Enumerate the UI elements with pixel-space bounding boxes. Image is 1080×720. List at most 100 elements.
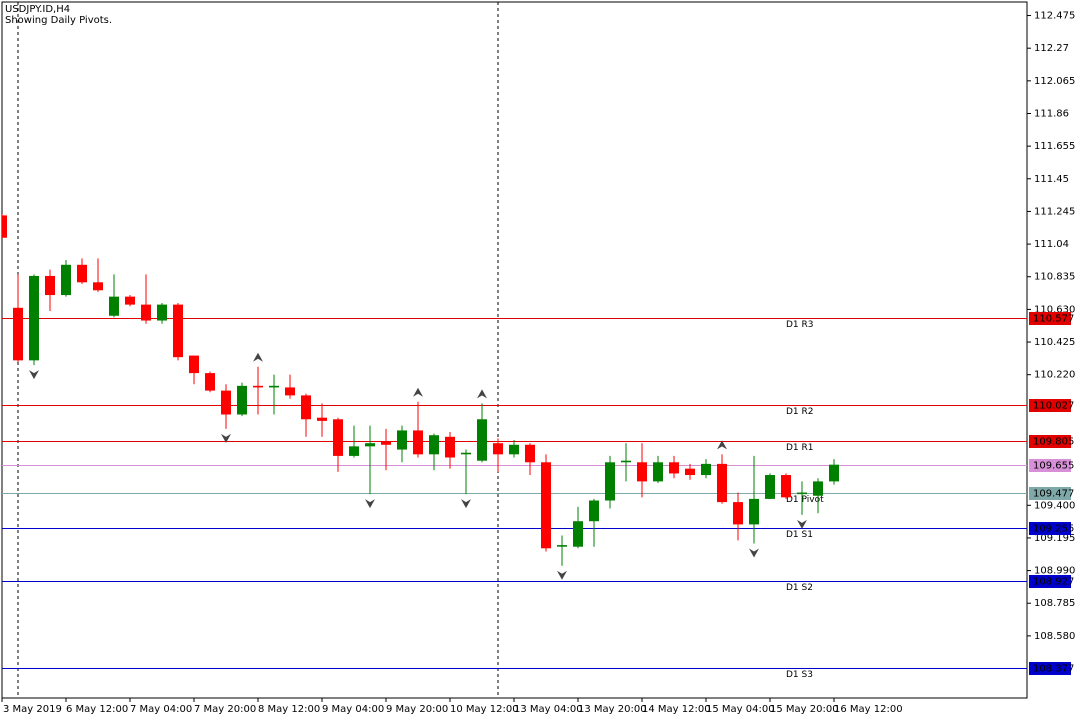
pivot-levels: D1 R3 D1 R2 D1 R1 D1 Pivot D1 S1 D1 S2 D1 S3 bbox=[2, 318, 1027, 680]
candle-body bbox=[445, 436, 455, 458]
pivot-name: D1 S1 bbox=[786, 530, 813, 540]
fractal-up bbox=[717, 440, 727, 450]
price-tag bbox=[1029, 522, 1071, 535]
candle-body bbox=[141, 304, 151, 321]
candle-body bbox=[621, 460, 631, 463]
fractal-down bbox=[461, 499, 471, 509]
price-tag bbox=[1029, 435, 1071, 448]
pivot-name: D1 S3 bbox=[786, 670, 813, 680]
y-tick-label: 112.065 bbox=[1034, 76, 1075, 87]
fractal-down bbox=[557, 570, 567, 580]
bid-tag bbox=[1029, 459, 1071, 472]
candle-body bbox=[525, 444, 535, 463]
candle-body bbox=[333, 419, 343, 456]
candle-body bbox=[653, 462, 663, 482]
candles bbox=[2, 213, 839, 580]
x-tick-label: 15 May 20:00 bbox=[770, 704, 839, 715]
candle-body bbox=[637, 462, 647, 482]
candle-body bbox=[237, 385, 247, 415]
x-tick-label: 15 May 04:00 bbox=[706, 704, 775, 715]
price-tag bbox=[1029, 487, 1071, 500]
y-tick-label: 111.45 bbox=[1034, 174, 1069, 185]
candle-body bbox=[189, 355, 199, 374]
candle-body bbox=[29, 275, 39, 361]
y-tick-label: 110.630 bbox=[1034, 304, 1075, 315]
candle-body bbox=[253, 385, 263, 388]
candle-body bbox=[125, 296, 135, 305]
candle-body bbox=[157, 304, 167, 321]
candle-body bbox=[509, 444, 519, 455]
candle-body bbox=[45, 275, 55, 296]
price-tag-label: 109.255 bbox=[1033, 524, 1074, 535]
price-tag bbox=[1029, 312, 1071, 325]
x-tick-label: 13 May 04:00 bbox=[514, 704, 583, 715]
candle-body bbox=[429, 435, 439, 455]
price-tag bbox=[1029, 399, 1071, 412]
candle-body bbox=[797, 492, 807, 495]
fractal-down bbox=[221, 433, 231, 443]
y-tick-label: 108.580 bbox=[1034, 631, 1075, 642]
candle-body bbox=[317, 417, 327, 421]
candle-body bbox=[349, 446, 359, 456]
y-tick-label: 111.04 bbox=[1034, 239, 1069, 250]
candle-body bbox=[589, 500, 599, 522]
x-tick-label: 3 May 2019 bbox=[3, 704, 62, 715]
candle-body bbox=[717, 463, 727, 503]
y-tick-label: 108.785 bbox=[1034, 598, 1075, 609]
bid-tag-label: 109.655 bbox=[1033, 461, 1074, 472]
candle-body bbox=[605, 462, 615, 501]
candle-body bbox=[221, 390, 231, 415]
fractal-down bbox=[749, 548, 759, 558]
y-tick-label: 112.27 bbox=[1034, 43, 1069, 54]
y-tick-label: 111.655 bbox=[1034, 141, 1075, 152]
x-tick-label: 6 May 12:00 bbox=[66, 704, 128, 715]
chart-subtitle: Showing Daily Pivots. bbox=[5, 15, 112, 26]
price-tag-label: 109.805 bbox=[1033, 437, 1074, 448]
price-tag bbox=[1029, 662, 1071, 675]
pivot-name: D1 Pivot bbox=[786, 495, 824, 505]
y-tick-label: 108.990 bbox=[1034, 566, 1075, 577]
candle-body bbox=[749, 498, 759, 525]
candle-body bbox=[365, 443, 375, 447]
x-tick-label: 7 May 04:00 bbox=[130, 704, 192, 715]
x-tick-label: 9 May 20:00 bbox=[386, 704, 448, 715]
chart-title: USDJPY.ID,H4 bbox=[5, 4, 70, 15]
axes: 112.475 112.27 112.065 111.86 111.655 111.45 1… bbox=[1, 11, 1075, 715]
y-tick-label: 110.425 bbox=[1034, 337, 1075, 348]
y-tick-label: 112.475 bbox=[1034, 11, 1075, 22]
candle-body bbox=[701, 463, 711, 476]
candle-body bbox=[557, 545, 567, 547]
candle-body bbox=[269, 385, 279, 388]
pivot-name: D1 S2 bbox=[786, 583, 813, 593]
candle-body bbox=[301, 395, 311, 420]
candle-body bbox=[493, 443, 503, 455]
candle-body bbox=[173, 304, 183, 358]
candle-body bbox=[541, 462, 551, 549]
price-tag-label: 108.927 bbox=[1033, 577, 1074, 588]
candle-body bbox=[13, 307, 23, 361]
price-tag-label: 110.577 bbox=[1033, 314, 1074, 325]
x-tick-label: 8 May 12:00 bbox=[258, 704, 320, 715]
price-tag bbox=[1029, 575, 1071, 588]
candle-body bbox=[61, 264, 71, 296]
price-tag-label: 109.477 bbox=[1033, 489, 1074, 500]
pivot-name: D1 R1 bbox=[786, 443, 814, 453]
x-tick-label: 16 May 12:00 bbox=[834, 704, 903, 715]
x-tick-label: 13 May 20:00 bbox=[578, 704, 647, 715]
y-tick-label: 110.220 bbox=[1034, 370, 1075, 381]
y-tick-label: 111.245 bbox=[1034, 206, 1075, 217]
x-tick-label: 7 May 20:00 bbox=[194, 704, 256, 715]
candle-body bbox=[461, 452, 471, 455]
pivot-name: D1 R2 bbox=[786, 407, 814, 417]
y-tick-label: 109.195 bbox=[1034, 533, 1075, 544]
y-tick-label: 109.400 bbox=[1034, 500, 1075, 511]
fractal-up bbox=[413, 387, 423, 397]
candle-body bbox=[829, 464, 839, 482]
candle-body bbox=[813, 481, 823, 496]
pivot-name: D1 R3 bbox=[786, 320, 814, 330]
fractal-down bbox=[797, 519, 807, 529]
candle-body bbox=[669, 462, 679, 474]
